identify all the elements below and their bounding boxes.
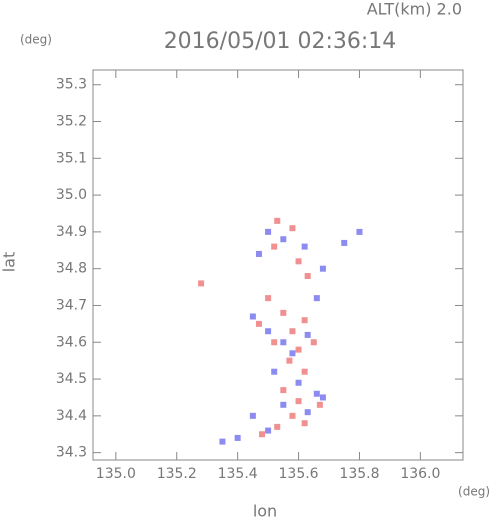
radar-echo xyxy=(255,320,262,327)
radar-echo xyxy=(301,243,308,250)
radar-echo xyxy=(341,239,348,246)
radar-echo xyxy=(295,258,302,265)
radar-echo xyxy=(304,331,311,338)
y-tick-label: 35.3 xyxy=(56,77,87,93)
radar-echo xyxy=(234,434,241,441)
x-tick-label: 135.0 xyxy=(96,466,136,482)
radar-echo xyxy=(265,228,272,235)
radar-echo xyxy=(249,313,256,320)
x-tick-label: 135.6 xyxy=(279,466,319,482)
radar-echo xyxy=(265,427,272,434)
radar-echo xyxy=(280,339,287,346)
radar-echo xyxy=(289,225,296,232)
radar-echo xyxy=(249,412,256,419)
radar-echo xyxy=(319,394,326,401)
radar-echo xyxy=(271,339,278,346)
y-tick-label: 34.8 xyxy=(56,261,87,277)
radar-echo xyxy=(265,295,272,302)
radar-echo xyxy=(289,328,296,335)
radar-echo xyxy=(356,228,363,235)
altitude-label: ALT(km) 2.0 xyxy=(367,0,462,19)
radar-echo xyxy=(274,217,281,224)
x-axis-label: lon xyxy=(253,502,277,521)
radar-echo xyxy=(301,368,308,375)
x-tick-label: 135.4 xyxy=(218,466,258,482)
radar-echo xyxy=(319,265,326,272)
radar-echo xyxy=(271,243,278,250)
radar-echo xyxy=(316,401,323,408)
radar-echo xyxy=(271,368,278,375)
radar-echo xyxy=(295,346,302,353)
radar-echo xyxy=(289,350,296,357)
y-axis-label: lat xyxy=(0,252,19,273)
x-tick-label: 135.2 xyxy=(157,466,197,482)
radar-echo xyxy=(313,295,320,302)
radar-echo xyxy=(280,401,287,408)
radar-echo xyxy=(310,339,317,346)
radar-echo xyxy=(289,412,296,419)
y-unit: (deg) xyxy=(20,33,52,47)
chart-title: 2016/05/01 02:36:14 xyxy=(164,29,397,54)
x-tick-label: 136.0 xyxy=(400,466,440,482)
x-tick-label: 135.8 xyxy=(339,466,379,482)
y-tick-label: 34.6 xyxy=(56,334,87,350)
y-tick-label: 34.5 xyxy=(56,371,87,387)
radar-echo xyxy=(304,409,311,416)
radar-echo xyxy=(313,390,320,397)
y-tick-label: 35.2 xyxy=(56,114,87,130)
radar-echo xyxy=(295,398,302,405)
y-tick-label: 34.3 xyxy=(56,445,87,461)
y-tick-label: 34.7 xyxy=(56,297,87,313)
radar-echo xyxy=(255,250,262,257)
radar-echo xyxy=(304,273,311,280)
radar-echo xyxy=(280,309,287,316)
y-tick-label: 34.4 xyxy=(56,408,87,424)
x-unit: (deg) xyxy=(458,485,490,499)
radar-echo xyxy=(219,438,226,445)
plot-frame xyxy=(92,69,464,461)
y-tick-label: 35.1 xyxy=(56,150,87,166)
radar-echo xyxy=(286,357,293,364)
radar-echo xyxy=(280,387,287,394)
radar-echo xyxy=(274,423,281,430)
radar-echo xyxy=(265,328,272,335)
radar-echo xyxy=(301,420,308,427)
radar-echo xyxy=(301,317,308,324)
radar-echo xyxy=(280,236,287,243)
y-tick-label: 35.0 xyxy=(56,187,87,203)
radar-echo xyxy=(295,379,302,386)
radar-echo xyxy=(259,431,266,438)
y-tick-label: 34.9 xyxy=(56,224,87,240)
radar-echo xyxy=(198,280,205,287)
